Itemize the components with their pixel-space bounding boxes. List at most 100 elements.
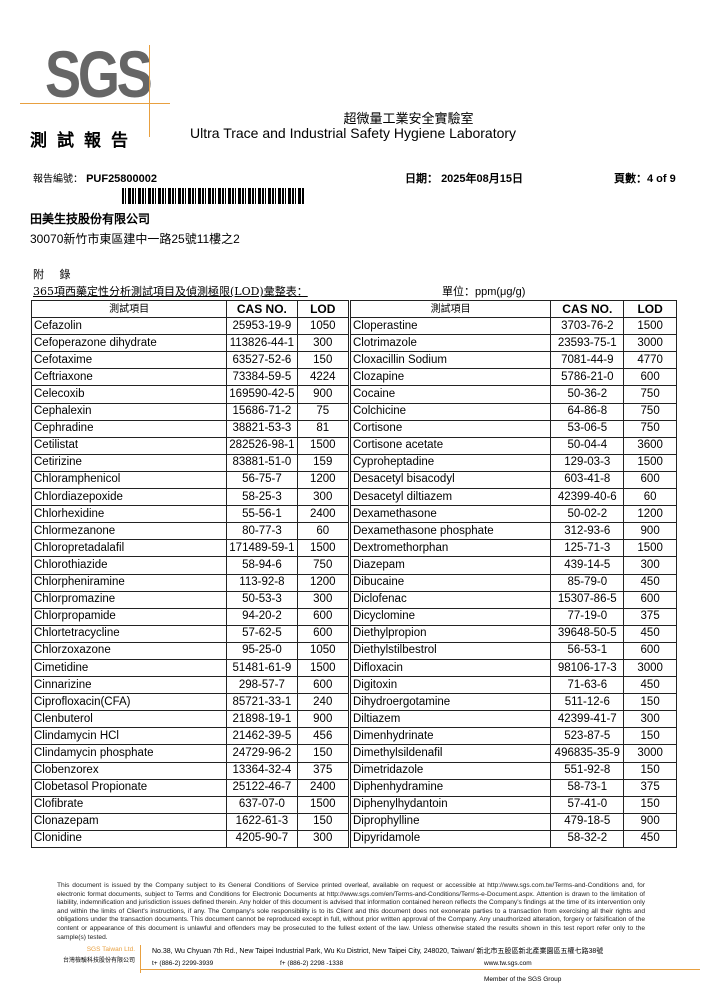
header-cas: CAS NO. [226,299,298,319]
table-row: Clobenzorex 13364-32-4 375 [30,761,350,780]
table-row: Chlorothiazide 58-94-6 750 [30,556,350,575]
table-row: Clonidine 4205-90-7 300 [30,829,350,849]
table-row: Diltiazem 42399-41-7 300 [349,710,677,729]
table-row: Clobetasol Propionate 25122-46-7 2400 [30,778,350,797]
cell-cas: 113826-44-1 [226,334,298,353]
cell-cas: 80-77-3 [226,522,298,541]
cell-cas: 42399-41-7 [550,710,625,729]
cell-name: Chloramphenicol [30,470,228,490]
report-number: 報告編號： PUF25800002 [33,170,157,185]
footer-company-cn: 台灣檢驗科技股份有限公司 [62,957,135,964]
table-row: Cloperastine 3703-76-2 1500 [349,317,677,336]
cell-cas: 479-18-5 [550,812,625,831]
cell-cas: 129-03-3 [550,453,625,472]
table-row: Dicyclomine 77-19-0 375 [349,607,677,626]
cell-cas: 125-71-3 [550,539,625,558]
cell-cas: 1622-61-3 [226,812,298,831]
cell-lod: 600 [623,368,677,387]
cell-lod: 3000 [623,744,677,763]
cell-name: Chlortetracycline [30,624,228,643]
table-row: Clozapine 5786-21-0 600 [349,368,677,387]
cell-cas: 439-14-5 [550,556,625,575]
table-row: Chlorpheniramine 113-92-8 1200 [30,573,350,592]
cell-cas: 603-41-8 [550,470,625,490]
cell-cas: 4205-90-7 [226,829,298,849]
cell-cas: 24729-96-2 [226,744,298,763]
cell-name: Chlormezanone [30,522,228,541]
cell-cas: 21898-19-1 [226,710,298,729]
cell-name: Desacetyl bisacodyl [349,470,552,490]
cell-name: Cefazolin [30,317,228,336]
cell-name: Cocaine [349,385,552,404]
table-row: Clonazepam 1622-61-3 150 [30,812,350,831]
cell-name: Dimenhydrinate [349,727,552,746]
cell-name: Dihydroergotamine [349,693,552,712]
cell-lod: 150 [296,744,350,763]
footer-rule-horizontal [140,969,700,970]
cell-lod: 150 [623,761,677,780]
terms-link[interactable]: http://www.sgs.com.tw/Terms-and-Conditio… [487,882,619,889]
footer-website: www.tw.sgs.com [484,960,532,967]
table-row: Clofibrate 637-07-0 1500 [30,795,350,814]
table-row: Dipyridamole 58-32-2 450 [349,829,677,849]
table-row: Cephalexin 15686-71-2 75 [30,402,350,421]
table-row: Cephradine 38821-53-3 81 [30,419,350,438]
cell-lod: 81 [296,419,350,438]
table-row: Cefotaxime 63527-52-6 150 [30,351,350,370]
cell-lod: 1050 [296,641,350,660]
logo-rule-vertical [149,45,150,137]
cell-cas: 98106-17-3 [550,658,625,678]
table-row: Chlorhexidine 55-56-1 2400 [30,505,350,524]
report-date: 日期： 2025年08月15日 [405,170,523,186]
cell-cas: 298-57-7 [226,676,298,695]
cell-name: Diphenhydramine [349,778,552,797]
cell-name: Diethylstilbestrol [349,641,552,660]
e-document-terms-link[interactable]: http://www.sgs.com/en/Terms-and-Conditio… [326,890,535,898]
cell-cas: 39648-50-5 [550,624,625,643]
cell-cas: 51481-61-9 [226,658,298,678]
cell-name: Difloxacin [349,658,552,678]
cell-lod: 300 [296,829,350,849]
lod-table-right: 測試項目 CAS NO. LOD Cloperastine 3703-76-2 1500… [349,299,677,849]
cell-cas: 58-25-3 [226,488,298,507]
cell-lod: 159 [296,453,350,472]
cell-name: Chlordiazepoxide [30,488,228,507]
cell-cas: 58-94-6 [226,556,298,575]
cell-cas: 73384-59-5 [226,368,298,387]
cell-cas: 38821-53-3 [226,419,298,438]
cell-lod: 1500 [623,453,677,472]
cell-lod: 1500 [623,317,677,336]
table-row: Clotrimazole 23593-75-1 3000 [349,334,677,353]
cell-cas: 15686-71-2 [226,402,298,421]
lod-table-left: 測試項目 CAS NO. LOD Cefazolin 25953-19-9 1050 Ce… [30,299,350,849]
table-row: Diphenylhydantoin 57-41-0 150 [349,795,677,814]
cell-cas: 50-04-4 [550,436,625,455]
client-name: 田美生技股份有限公司 [30,212,151,226]
cell-lod: 150 [296,812,350,831]
header-lod: LOD [296,299,350,319]
cell-name: Cephalexin [30,402,228,421]
cell-lod: 375 [296,761,350,780]
cell-cas: 55-56-1 [226,505,298,524]
cell-cas: 171489-59-1 [226,539,298,558]
table-row: Chlorzoxazone 95-25-0 1050 [30,641,350,660]
cell-lod: 450 [623,676,677,695]
cell-name: Dimethylsildenafil [349,744,552,763]
cell-lod: 4770 [623,351,677,370]
cell-lod: 150 [623,795,677,814]
table-row: Cinnarizine 298-57-7 600 [30,676,350,695]
header-cas: CAS NO. [550,299,625,319]
barcode [122,188,304,204]
cell-lod: 1200 [623,505,677,524]
cell-lod: 300 [296,334,350,353]
appendix-label: 附 錄 [33,268,77,281]
cell-name: Cortisone acetate [349,436,552,455]
table-row: Cetilistat 282526-98-1 1500 [30,436,350,455]
cell-lod: 1500 [296,658,350,678]
cell-lod: 1500 [296,539,350,558]
cell-name: Clobetasol Propionate [30,778,228,797]
cell-cas: 58-32-2 [550,829,625,849]
cell-cas: 94-20-2 [226,607,298,626]
cell-name: Clonazepam [30,812,228,831]
table-row: Colchicine 64-86-8 750 [349,402,677,421]
